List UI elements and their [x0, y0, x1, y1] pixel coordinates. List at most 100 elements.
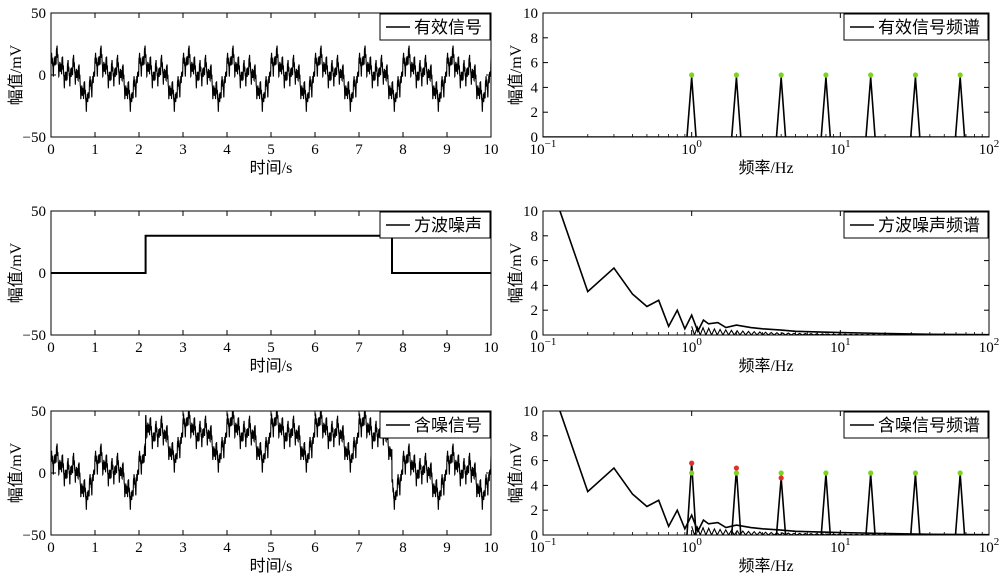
x-tick-label: 100 [681, 536, 702, 556]
spectrum-peak [730, 77, 742, 137]
peak-marker [957, 72, 963, 78]
y-axis-label: 幅值/mV [507, 442, 525, 503]
peak-marker [912, 72, 919, 78]
spectrum-peak [865, 474, 876, 535]
spectrum-peak [820, 474, 832, 535]
x-axis-label: 时间/s [250, 357, 293, 375]
legend: 有效信号频谱 [843, 13, 989, 41]
peak-marker [689, 470, 695, 476]
spectrum-peak [686, 77, 697, 137]
x-tick-label: 7 [355, 540, 363, 556]
x-tick-label: 8 [399, 142, 407, 158]
y-tick-label: 0 [531, 130, 539, 146]
x-tick-label: 3 [179, 540, 187, 556]
y-axis-label: 幅值/mV [7, 242, 25, 303]
legend-label: 有效信号 [414, 18, 482, 37]
y-tick-label: 0 [531, 328, 539, 344]
y-tick-label: 50 [31, 204, 46, 220]
spectrum-peak [909, 474, 921, 535]
y-tick-label: −50 [23, 328, 46, 344]
x-axis-label: 频率/Hz [738, 357, 793, 375]
axes-frame [542, 410, 990, 536]
x-tick-label: 1 [91, 142, 99, 158]
y-axis-label: 幅值/mV [7, 442, 25, 503]
series-line [559, 411, 989, 535]
y-tick-label: 2 [531, 503, 539, 519]
x-tick-label: 1 [91, 540, 99, 556]
y-tick-label: 0 [39, 68, 47, 84]
peak-marker [689, 72, 695, 78]
plot-area [543, 77, 989, 137]
peak-marker [823, 72, 829, 78]
x-tick-label: 4 [223, 142, 231, 158]
peak-marker [733, 465, 740, 471]
x-tick-label: 10−1 [530, 138, 557, 158]
x-tick-label: 10−1 [530, 536, 557, 556]
y-tick-label: 8 [531, 229, 539, 245]
peak-marker [778, 475, 784, 481]
peak-marker [868, 470, 874, 476]
series-line [51, 234, 491, 274]
x-tick-label: 2 [135, 142, 143, 158]
peak-marker [957, 470, 963, 476]
x-tick-label: 9 [443, 540, 451, 556]
series-line [51, 45, 491, 112]
legend-label: 含噪信号频谱 [878, 416, 980, 435]
plot-area [51, 411, 491, 510]
x-tick-label: 4 [223, 540, 231, 556]
axes-frame [542, 210, 990, 336]
x-tick-label: 100 [681, 336, 702, 356]
x-tick-label: 101 [830, 138, 851, 158]
legend-label: 方波噪声 [414, 216, 482, 235]
plot-area [51, 45, 491, 112]
spectrum-peak [954, 474, 966, 535]
y-tick-label: 0 [39, 466, 47, 482]
x-tick-label: 5 [267, 340, 275, 356]
spectrum-peak [820, 77, 832, 137]
chart-panel-2: 10−1 100 101 102 0 2 4 6 8 10 频率/Hz 幅值/mV 有效信号频谱 [507, 6, 999, 177]
x-tick-label: 2 [135, 340, 143, 356]
peak-marker [823, 470, 829, 476]
y-tick-label: 2 [531, 303, 539, 319]
series-line [559, 211, 989, 335]
y-tick-label: 50 [31, 404, 46, 420]
x-tick-label: 10 [484, 340, 499, 356]
y-axis-label: 幅值/mV [507, 242, 525, 303]
x-tick-label: 6 [311, 340, 319, 356]
x-axis-label: 时间/s [250, 557, 293, 575]
axes-frame [542, 12, 990, 138]
x-axis-label: 频率/Hz [738, 557, 793, 575]
x-tick-label: 10 [484, 540, 499, 556]
x-tick-label: 2 [135, 540, 143, 556]
y-tick-label: 0 [39, 266, 47, 282]
legend: 有效信号 [379, 13, 491, 41]
y-tick-label: 2 [531, 105, 539, 121]
peak-marker [778, 470, 784, 476]
series-line [51, 411, 491, 510]
y-tick-label: 0 [531, 528, 539, 544]
legend: 方波噪声频谱 [843, 211, 989, 239]
plot-area [51, 234, 491, 274]
y-tick-label: 50 [31, 6, 46, 22]
y-tick-label: 6 [531, 254, 539, 270]
peak-marker [778, 72, 784, 78]
x-tick-label: 1 [91, 340, 99, 356]
x-tick-label: 0 [47, 142, 55, 158]
x-tick-label: 9 [443, 340, 451, 356]
x-tick-label: 0 [47, 540, 55, 556]
x-tick-label: 101 [830, 336, 851, 356]
x-tick-label: 100 [681, 138, 702, 158]
x-tick-label: 7 [355, 142, 363, 158]
legend: 含噪信号 [379, 411, 491, 439]
y-tick-label: 4 [531, 478, 539, 494]
x-tick-label: 101 [830, 536, 851, 556]
peak-marker [733, 470, 740, 476]
y-tick-label: −50 [23, 528, 46, 544]
spectrum-peak [954, 77, 966, 137]
x-tick-label: 4 [223, 340, 231, 356]
x-tick-label: 102 [979, 536, 1000, 556]
x-tick-label: 5 [267, 142, 275, 158]
x-tick-label: 10−1 [530, 336, 557, 356]
